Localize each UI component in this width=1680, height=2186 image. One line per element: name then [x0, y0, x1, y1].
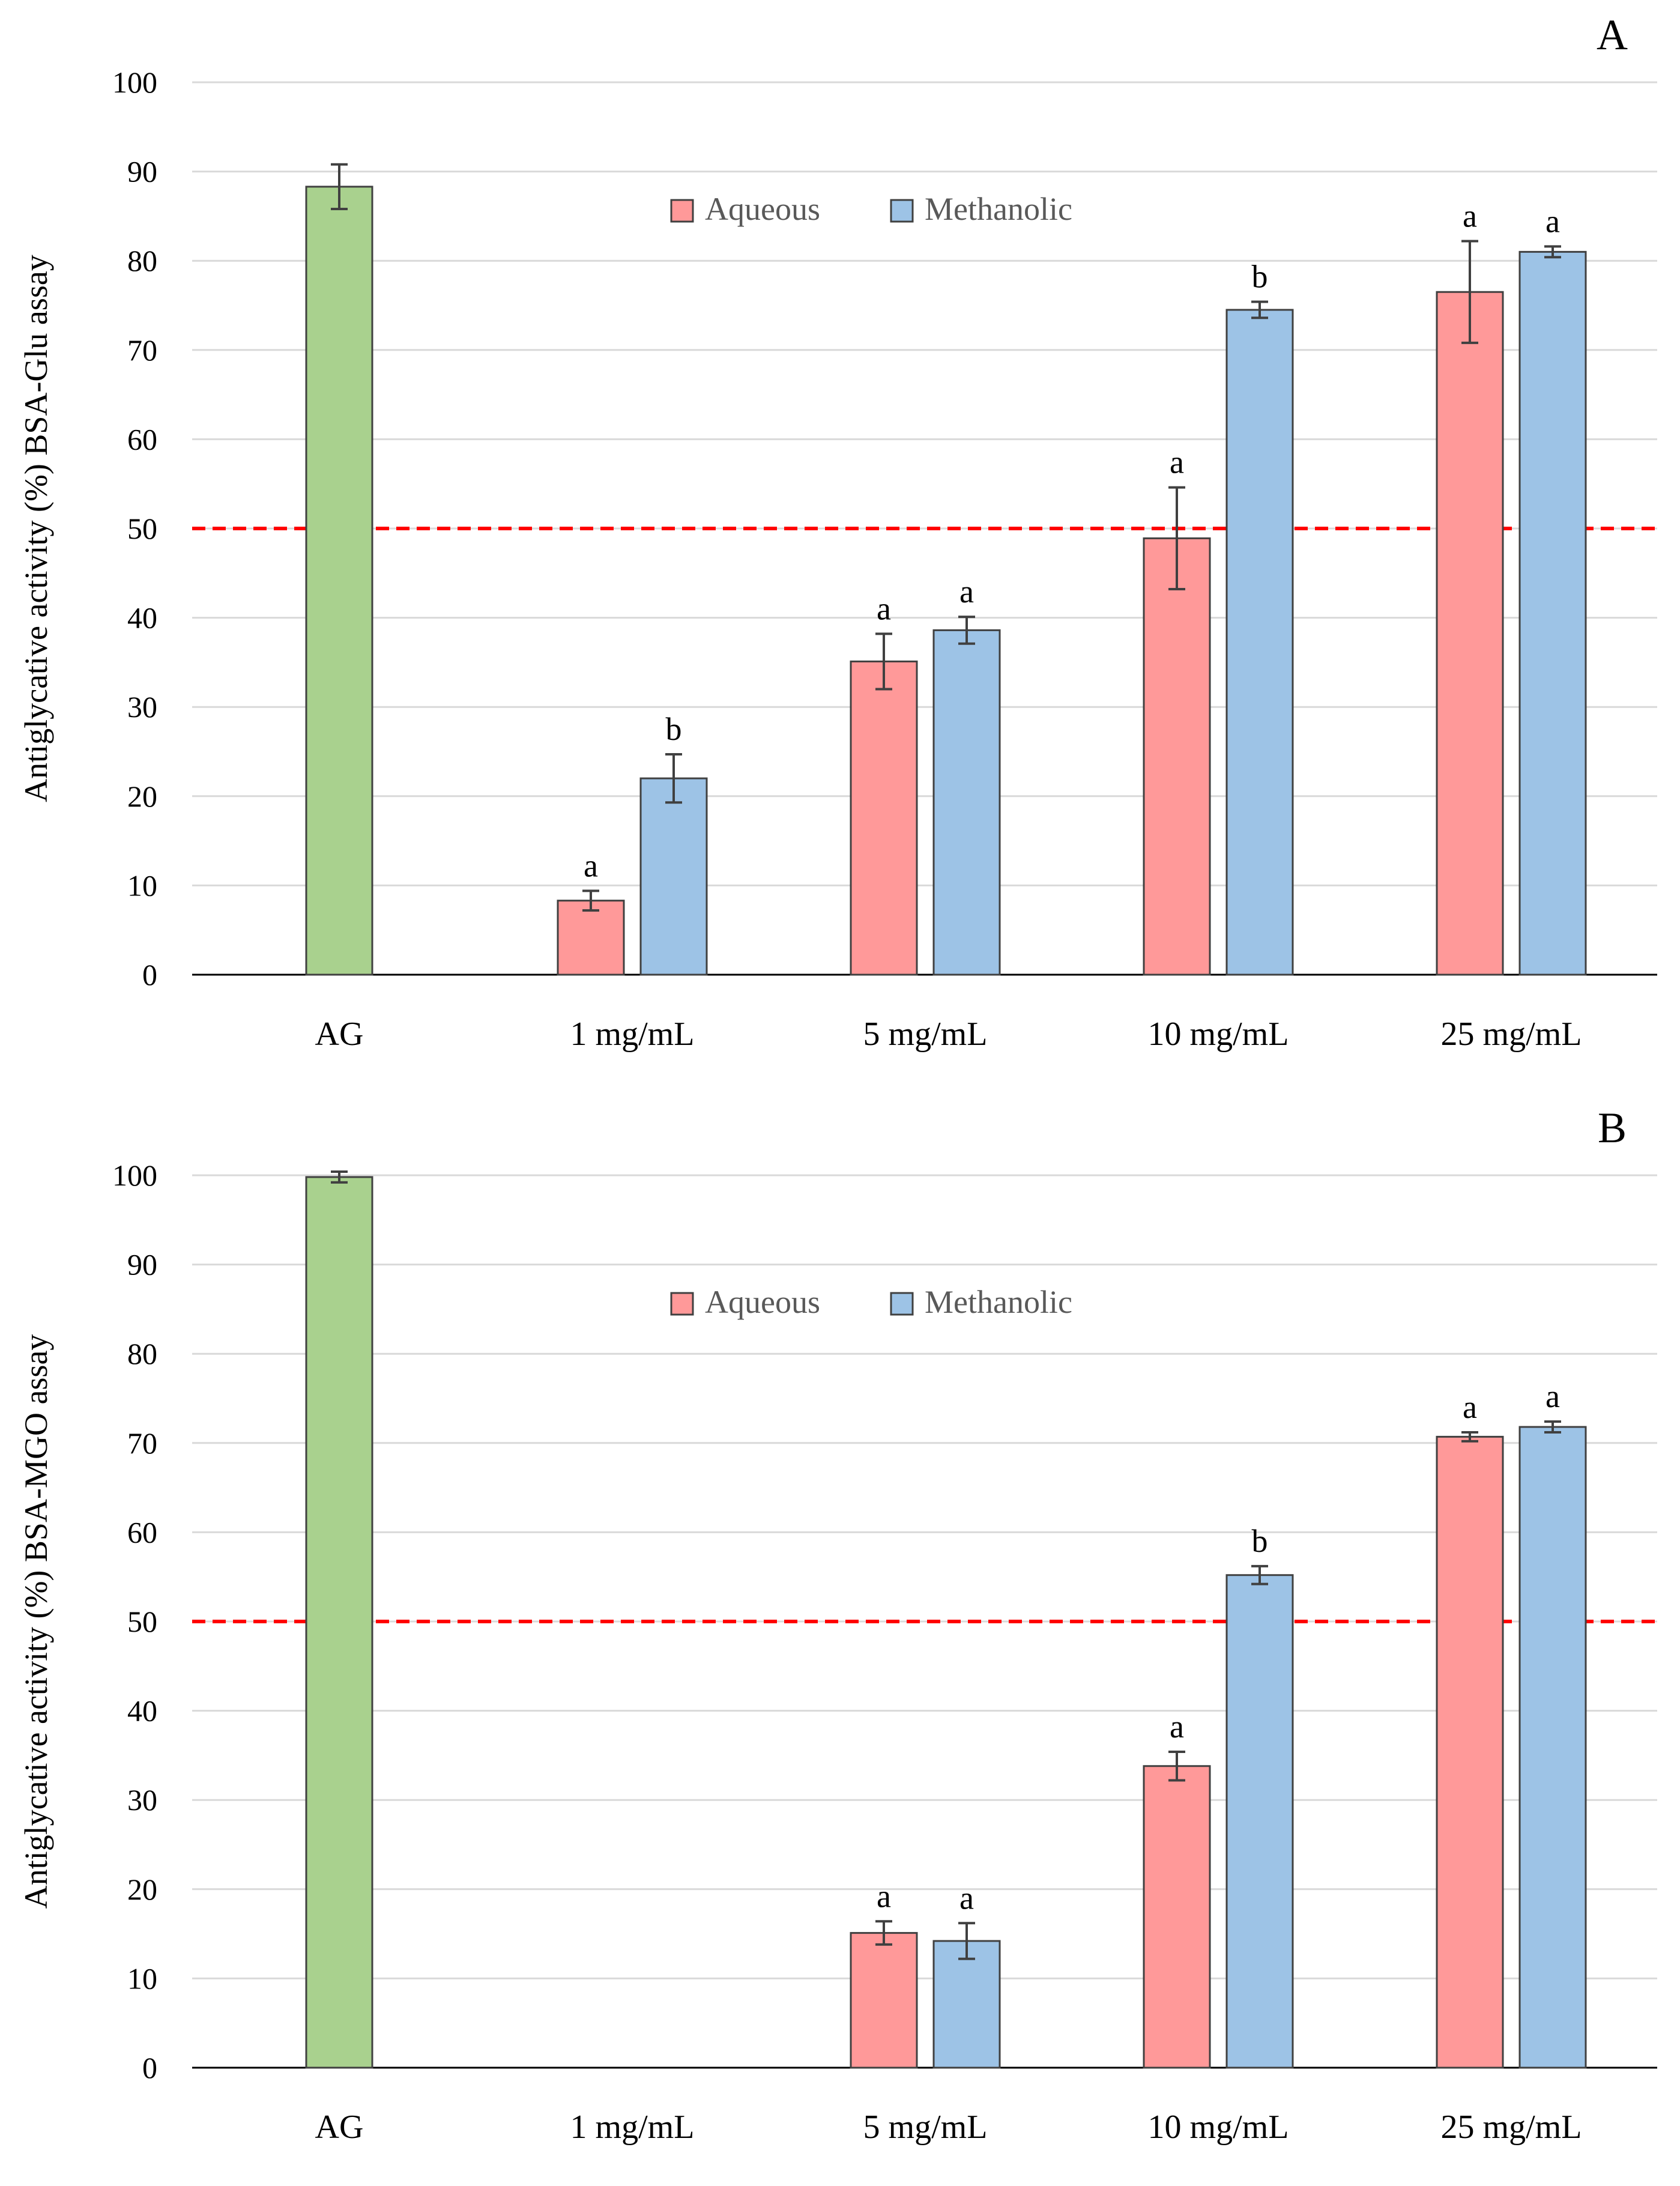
y-tick-label: 90 [127, 1248, 157, 1282]
bar-methanolic-10-mg-ml [1225, 1574, 1294, 2069]
y-tick-label: 20 [127, 1873, 157, 1906]
significance-label: a [1546, 203, 1560, 239]
y-tick-label: 100 [112, 65, 157, 99]
y-tick-label: 70 [127, 1426, 157, 1460]
y-tick-label: 10 [127, 1961, 157, 1995]
legend: Aqueous Methanolic [670, 191, 1072, 227]
significance-label: a [1170, 444, 1184, 480]
significance-label: a [959, 1880, 974, 1916]
x-tick-label: 10 mg/mL [1148, 2109, 1289, 2146]
bar-standard-ag [305, 186, 373, 976]
x-tick-label: 10 mg/mL [1148, 1016, 1289, 1053]
x-tick-label: AG [315, 1016, 364, 1053]
significance-label: a [877, 590, 891, 626]
y-tick-label: 20 [127, 780, 157, 813]
significance-label: b [666, 711, 682, 747]
significance-label: a [1463, 1389, 1477, 1425]
y-tick-label: 70 [127, 333, 157, 367]
legend-label-aqueous: Aqueous [705, 191, 820, 227]
y-tick-label: 30 [127, 690, 157, 724]
significance-label: b [1252, 1523, 1268, 1559]
y-tick-label: 60 [127, 422, 157, 456]
significance-label: b [1252, 259, 1268, 295]
chart-panel-a: 0 10 20 30 40 50 60 70 80 90 100 a a a a b a b a AG 1 mg/mL 5… [18, 11, 1657, 1053]
y-tick-label: 90 [127, 155, 157, 189]
legend-swatch-aqueous [670, 1292, 694, 1316]
y-tick-label: 50 [127, 512, 157, 545]
bar-aqueous-25-mg-ml [1436, 1435, 1504, 2069]
x-tick-label: 5 mg/mL [863, 2109, 988, 2146]
bar-aqueous-5-mg-ml [850, 1932, 918, 2069]
legend-swatch-aqueous [670, 199, 694, 223]
y-tick-label: 50 [127, 1605, 157, 1638]
significance-label: a [1463, 198, 1477, 234]
y-tick-label: 10 [127, 868, 157, 902]
bar-standard-ag [305, 1176, 373, 2069]
legend-swatch-methanolic [890, 199, 914, 223]
y-tick-label: 40 [127, 601, 157, 635]
chart-panel-b: 0 10 20 30 40 50 60 70 80 90 100 a a a a b a AG 1 mg/mL 5 m… [0, 1093, 1680, 2186]
significance-label: a [877, 1878, 891, 1914]
y-axis-title: Antiglycative activity (%) BSA-Glu assay [18, 255, 54, 802]
bar-aqueous-5-mg-ml [850, 660, 918, 976]
bar-methanolic-1-mg-ml [639, 777, 708, 976]
y-tick-label: 30 [127, 1783, 157, 1817]
y-tick-label: 80 [127, 244, 157, 277]
y-axis-title: Antiglycative activity (%) BSA-MGO assay [18, 1334, 54, 1909]
significance-label: a [584, 847, 598, 883]
bar-chart-bsa-mgo: 0 10 20 30 40 50 60 70 80 90 100 a a a a b a AG 1 mg/mL 5 m… [18, 1104, 1657, 2146]
x-tick-label: AG [315, 2109, 364, 2146]
bar-aqueous-25-mg-ml [1436, 291, 1504, 976]
bar-methanolic-25-mg-ml [1518, 1426, 1587, 2069]
significance-label: a [1546, 1378, 1560, 1414]
legend: Aqueous Methanolic [670, 1284, 1072, 1320]
x-tick-label: 25 mg/mL [1441, 2109, 1582, 2146]
legend-label-methanolic: Methanolic [925, 1284, 1072, 1320]
bar-chart-bsa-glu: 0 10 20 30 40 50 60 70 80 90 100 a a a a b a b a AG 1 mg/mL 5… [18, 11, 1657, 1053]
significance-label: a [1170, 1709, 1184, 1745]
bar-methanolic-5-mg-ml [932, 629, 1001, 976]
legend-swatch-methanolic [890, 1292, 914, 1316]
y-tick-label: 40 [127, 1694, 157, 1728]
y-tick-label: 100 [112, 1158, 157, 1192]
panel-label: A [1597, 11, 1628, 59]
legend-label-methanolic: Methanolic [925, 191, 1072, 227]
bar-methanolic-25-mg-ml [1518, 250, 1587, 976]
y-tick-label: 80 [127, 1337, 157, 1370]
x-tick-label: 1 mg/mL [570, 1016, 695, 1053]
bar-methanolic-10-mg-ml [1225, 309, 1294, 976]
x-tick-label: 25 mg/mL [1441, 1016, 1582, 1053]
panel-label: B [1598, 1104, 1627, 1152]
y-tick-label: 60 [127, 1515, 157, 1549]
x-tick-label: 5 mg/mL [863, 1016, 988, 1053]
y-tick-label: 0 [142, 958, 157, 992]
legend-label-aqueous: Aqueous [705, 1284, 820, 1320]
y-tick-label: 0 [142, 2051, 157, 2085]
bar-aqueous-10-mg-ml [1143, 537, 1211, 976]
bar-aqueous-10-mg-ml [1143, 1765, 1211, 2069]
x-tick-label: 1 mg/mL [570, 2109, 695, 2146]
significance-label: a [959, 574, 974, 610]
bar-aqueous-1-mg-ml [557, 900, 625, 976]
